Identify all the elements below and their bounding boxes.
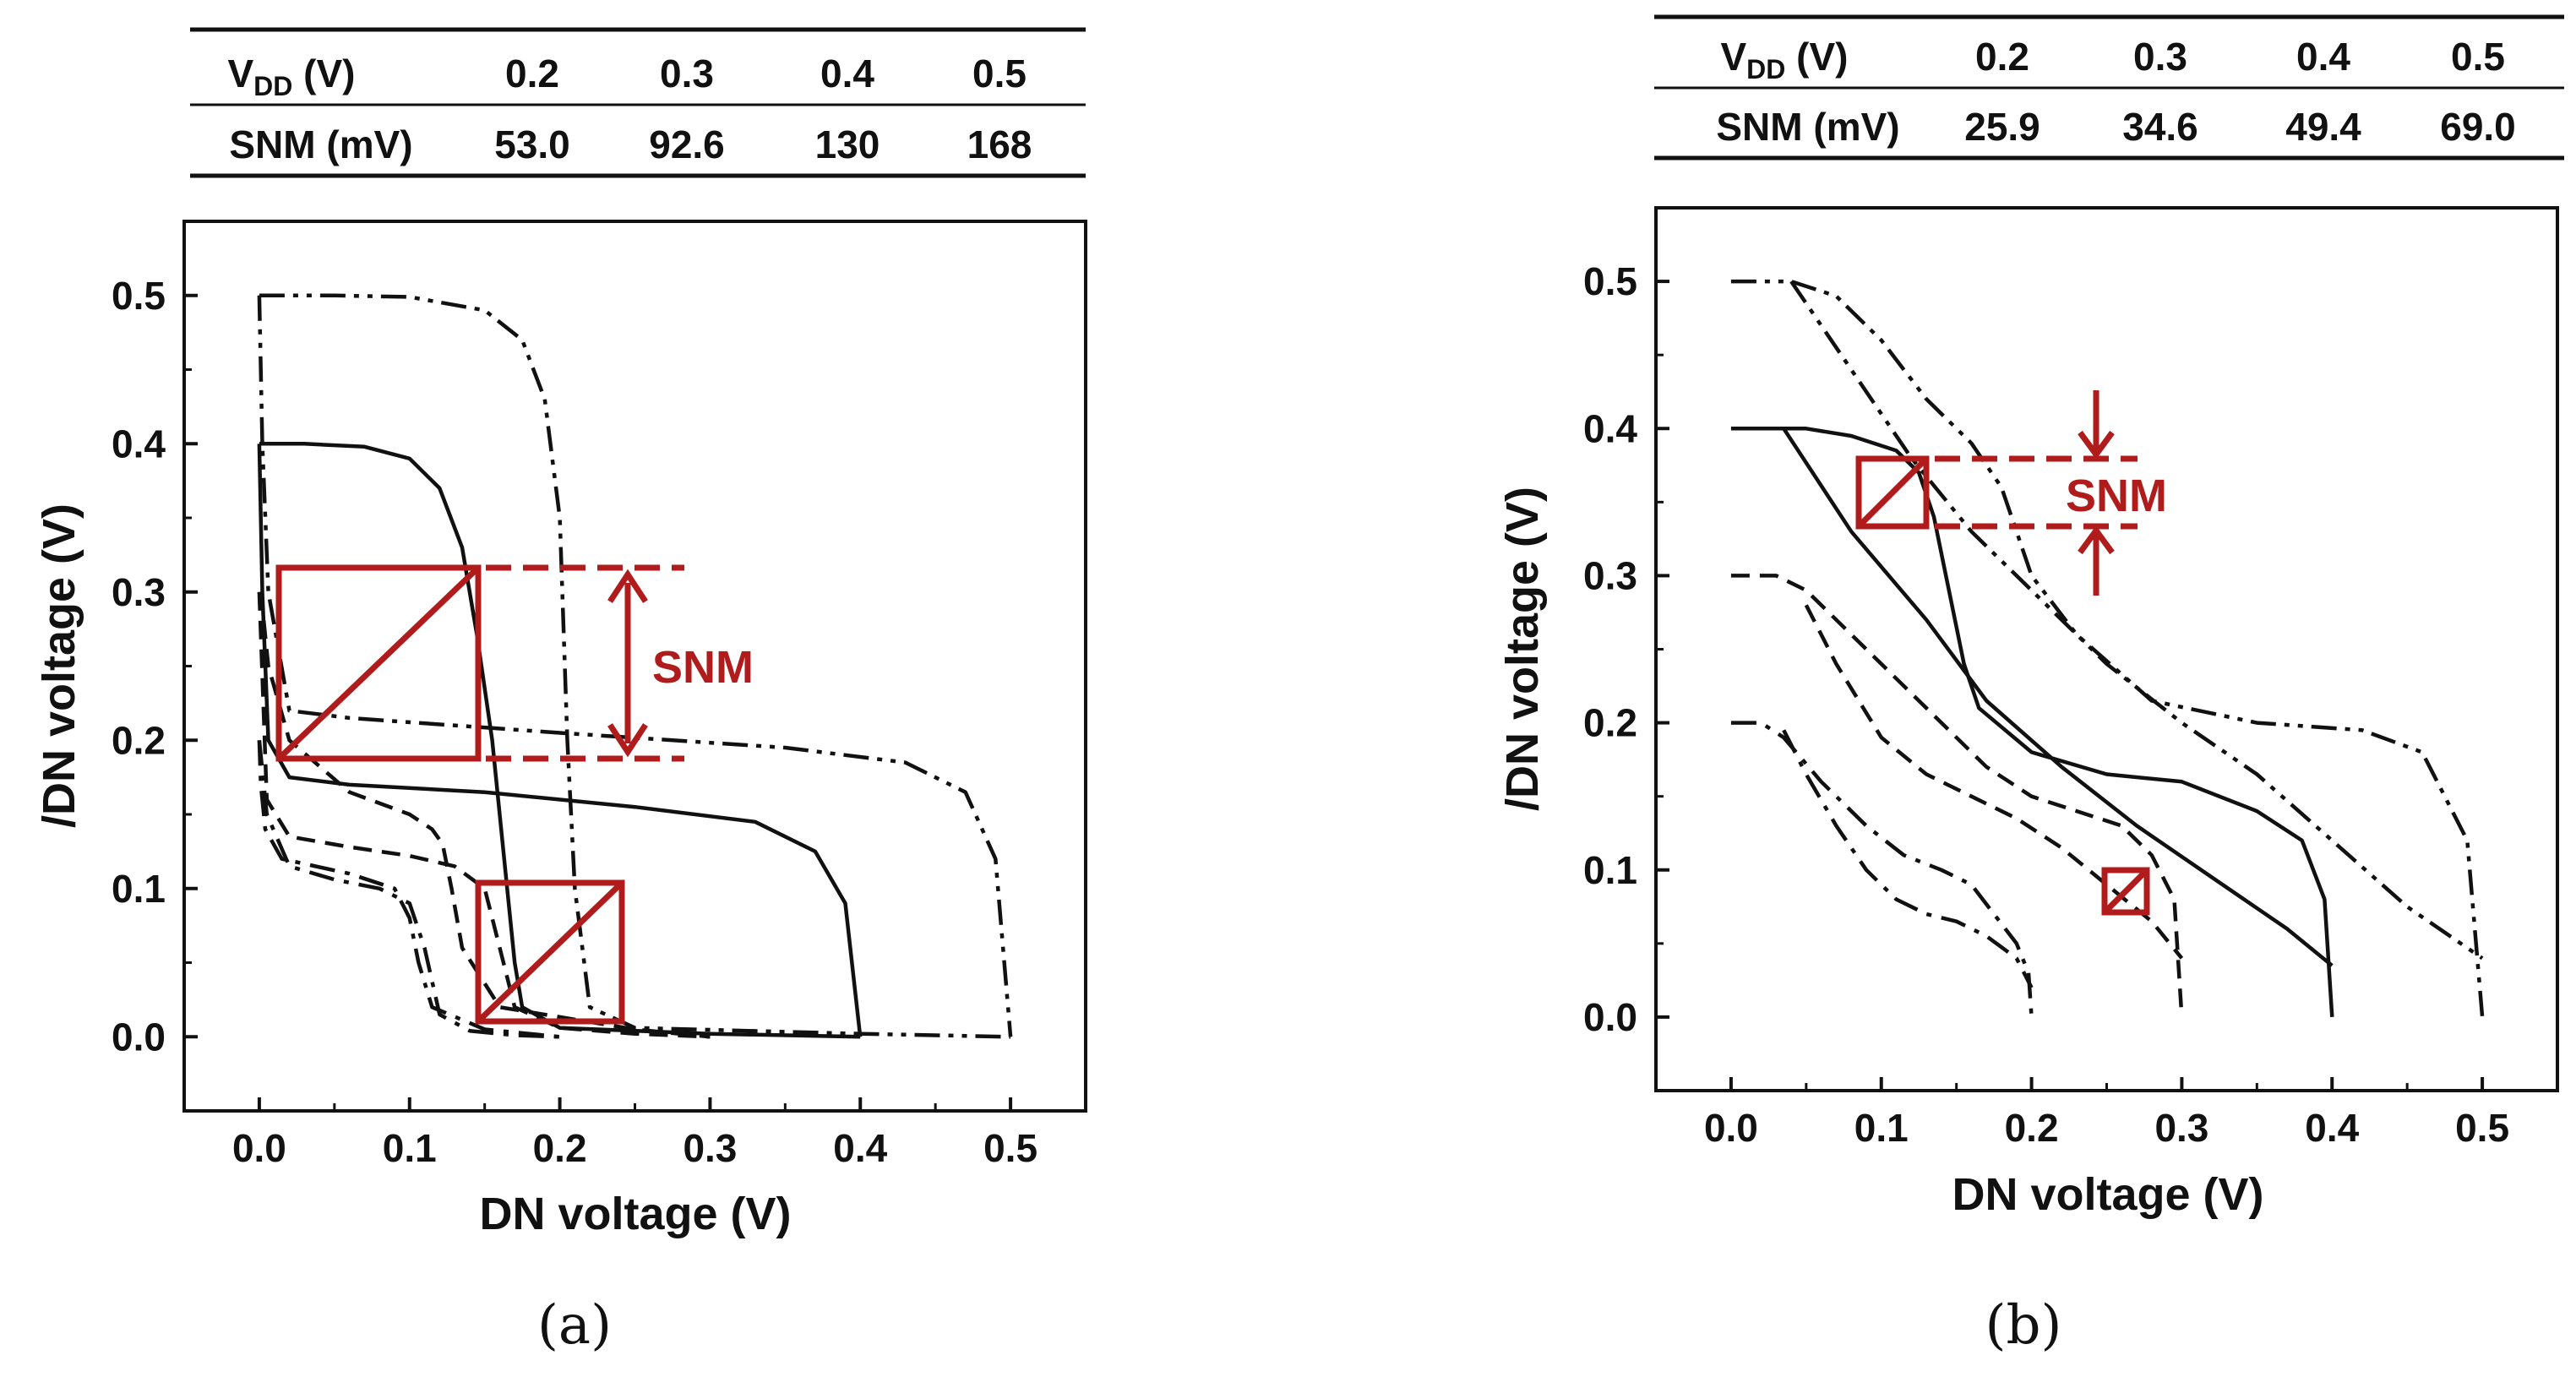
table-vdd-cell: 0.3	[2133, 35, 2187, 79]
table-vdd-cell: 0.4	[820, 52, 874, 95]
snm-square-diagonal	[1856, 456, 1929, 529]
snm-square-diagonal	[276, 565, 481, 761]
table-snm-cell: 92.6	[649, 122, 725, 166]
axis-ticks-a: 0.0 0.1 0.2 0.3 0.4 0.5 0.0 0.1 0.2 0.3 0.4 0.5	[112, 274, 1037, 1170]
x-tick-label: 0.1	[383, 1126, 437, 1170]
series-line	[257, 444, 863, 1037]
x-tick-label: 0.4	[833, 1126, 887, 1170]
table-vdd-cell: 0.5	[972, 52, 1027, 95]
snm-annotation-b	[1855, 390, 2150, 916]
y-tick-label: 0.1	[1583, 848, 1637, 892]
y-axis-label-b: /DN voltage (V)	[1497, 487, 1548, 811]
series-line	[1782, 729, 2034, 989]
x-tick-label: 0.3	[683, 1126, 737, 1170]
y-tick-label: 0.2	[1583, 701, 1637, 745]
y-tick-label: 0.2	[112, 718, 166, 762]
series-line	[257, 740, 560, 1039]
table-snm-cell: 53.0	[494, 122, 570, 166]
snm-square-small	[475, 879, 625, 1025]
snm-annotation-a	[275, 564, 684, 1025]
y-tick-label: 0.3	[112, 570, 166, 614]
table-vdd-cell: 0.4	[2296, 35, 2350, 79]
x-tick-label: 0.2	[2005, 1106, 2059, 1150]
panel-label-b: (b)	[1985, 1294, 2062, 1357]
table-snm-cell: 49.4	[2285, 105, 2361, 149]
snm-square-large	[1855, 455, 1930, 530]
x-tick-label: 0.4	[2305, 1106, 2359, 1150]
y-tick-label: 0.5	[112, 274, 166, 318]
panel-a: VDD (V) SNM (mV) 0.2 0.3 0.4 0.5 53.0 92…	[34, 27, 1087, 1357]
snm-table-b: VDD (V) SNM (mV) 0.2 0.3 0.4 0.5 25.9 34…	[1654, 14, 2564, 161]
snm-table-a: VDD (V) SNM (mV) 0.2 0.3 0.4 0.5 53.0 92…	[190, 27, 1086, 178]
x-tick-label: 0.2	[533, 1126, 587, 1170]
table-vdd-cell: 0.2	[1975, 35, 2029, 79]
panel-b: VDD (V) SNM (mV) 0.2 0.3 0.4 0.5 25.9 34…	[1497, 14, 2564, 1357]
snm-square-large	[275, 564, 482, 762]
y-tick-label: 0.1	[112, 867, 166, 911]
snm-arrowhead	[2078, 525, 2115, 555]
table-snm-cell: 34.6	[2122, 105, 2198, 149]
x-axis-label-a: DN voltage (V)	[479, 1189, 791, 1239]
plot-frame-b	[1654, 206, 2559, 1092]
snm-square-small	[2101, 867, 2150, 916]
table-vdd-cell: 0.5	[2451, 35, 2505, 79]
axis-ticks-b: 0.0 0.1 0.2 0.3 0.4 0.5 0.0 0.1 0.2 0.3 0.4 0.5	[1583, 259, 2509, 1150]
series-line	[1730, 279, 2485, 1018]
table-header-vdd: VDD (V)	[227, 52, 355, 101]
x-tick-label: 0.0	[1704, 1106, 1758, 1150]
snm-square-diagonal	[476, 880, 624, 1024]
y-tick-label: 0.4	[112, 422, 166, 465]
table-header-snm: SNM (mV)	[229, 122, 412, 166]
snm-arrowhead	[607, 723, 648, 758]
y-tick-label: 0.3	[1583, 553, 1637, 597]
series-line	[259, 442, 861, 1039]
table-header-snm: SNM (mV)	[1716, 105, 1899, 149]
series-line	[1782, 427, 2334, 967]
table-snm-cell: 69.0	[2440, 105, 2516, 149]
table-snm-cell: 168	[967, 122, 1032, 166]
x-tick-label: 0.1	[1854, 1106, 1909, 1150]
series-line	[257, 591, 711, 1039]
plot-frame-a	[182, 220, 1087, 1113]
x-tick-label: 0.5	[983, 1126, 1037, 1170]
y-tick-label: 0.4	[1583, 406, 1637, 450]
table-header-vdd: VDD (V)	[1720, 35, 1848, 84]
snm-arrowhead	[2078, 430, 2115, 460]
series-line	[1730, 427, 2334, 1018]
series-line	[1730, 721, 2034, 1018]
snm-label-a: SNM	[652, 642, 754, 693]
y-tick-label: 0.0	[112, 1015, 166, 1059]
curves-b	[1730, 279, 2485, 1018]
series-line	[257, 295, 1013, 1037]
table-snm-cell: 25.9	[1964, 105, 2040, 149]
table-vdd-cell: 0.3	[660, 52, 714, 95]
x-axis-label-b: DN voltage (V)	[1952, 1169, 2263, 1220]
snm-arrowhead	[607, 569, 648, 603]
y-axis-label-a: /DN voltage (V)	[34, 503, 84, 828]
snm-label-b: SNM	[2066, 471, 2167, 521]
x-tick-label: 0.5	[2455, 1106, 2509, 1150]
y-tick-label: 0.5	[1583, 259, 1637, 303]
y-tick-label: 0.0	[1583, 995, 1637, 1039]
series-line	[1804, 604, 2184, 960]
table-snm-cell: 130	[815, 122, 880, 166]
table-vdd-cell: 0.2	[505, 52, 559, 95]
x-tick-label: 0.0	[232, 1126, 286, 1170]
series-line	[257, 591, 711, 1039]
snm-square-diagonal	[2102, 868, 2149, 915]
x-tick-label: 0.3	[2154, 1106, 2208, 1150]
series-line	[1730, 574, 2184, 1018]
panel-label-a: (a)	[537, 1294, 612, 1357]
series-line	[257, 740, 560, 1039]
series-line	[1789, 280, 2484, 961]
